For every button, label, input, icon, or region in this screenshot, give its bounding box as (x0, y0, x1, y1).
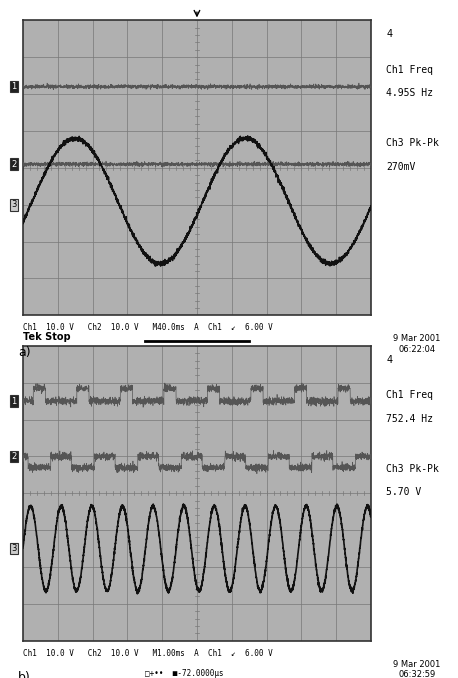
Text: Tek Stop: Tek Stop (23, 332, 71, 342)
Text: Ch1 Freq: Ch1 Freq (387, 390, 433, 400)
Text: 3: 3 (11, 544, 17, 553)
Text: 4.95S Hz: 4.95S Hz (387, 88, 433, 98)
Text: 3: 3 (11, 201, 17, 210)
Text: 5.70 V: 5.70 V (387, 487, 421, 498)
Text: a): a) (18, 346, 31, 359)
Text: 9 Mar 2001
06:22:04: 9 Mar 2001 06:22:04 (393, 334, 441, 354)
Text: 270mV: 270mV (387, 162, 416, 172)
Text: Ch3  100mV  ↓: Ch3 100mV ↓ (27, 324, 87, 334)
Text: 1: 1 (11, 397, 17, 405)
Text: □+••  ■-72.0000μs: □+•• ■-72.0000μs (145, 669, 224, 678)
Text: Ch1 Freq: Ch1 Freq (387, 64, 433, 75)
Text: b): b) (18, 671, 31, 678)
Text: 2: 2 (11, 452, 17, 461)
Text: Ch3 Pk-Pk: Ch3 Pk-Pk (387, 138, 439, 148)
Text: Ch1  10.0 V   Ch2  10.0 V   M1.00ms  A  Ch1  ↙  6.00 V: Ch1 10.0 V Ch2 10.0 V M1.00ms A Ch1 ↙ 6.… (23, 649, 273, 658)
Text: Ch3 Pk-Pk: Ch3 Pk-Pk (387, 464, 439, 474)
Text: 752.4 Hz: 752.4 Hz (387, 414, 433, 424)
Text: 9 Mar 2001
06:32:59: 9 Mar 2001 06:32:59 (393, 660, 441, 678)
Text: 4: 4 (387, 355, 393, 365)
Text: 2: 2 (11, 159, 17, 169)
Text: 1: 1 (11, 82, 17, 92)
Text: Ch3  5.00 V  ↓: Ch3 5.00 V ↓ (27, 650, 91, 659)
Text: 4: 4 (387, 29, 393, 39)
Text: Ch1  10.0 V   Ch2  10.0 V   M40.0ms  A  Ch1  ↙  6.00 V: Ch1 10.0 V Ch2 10.0 V M40.0ms A Ch1 ↙ 6.… (23, 323, 273, 332)
